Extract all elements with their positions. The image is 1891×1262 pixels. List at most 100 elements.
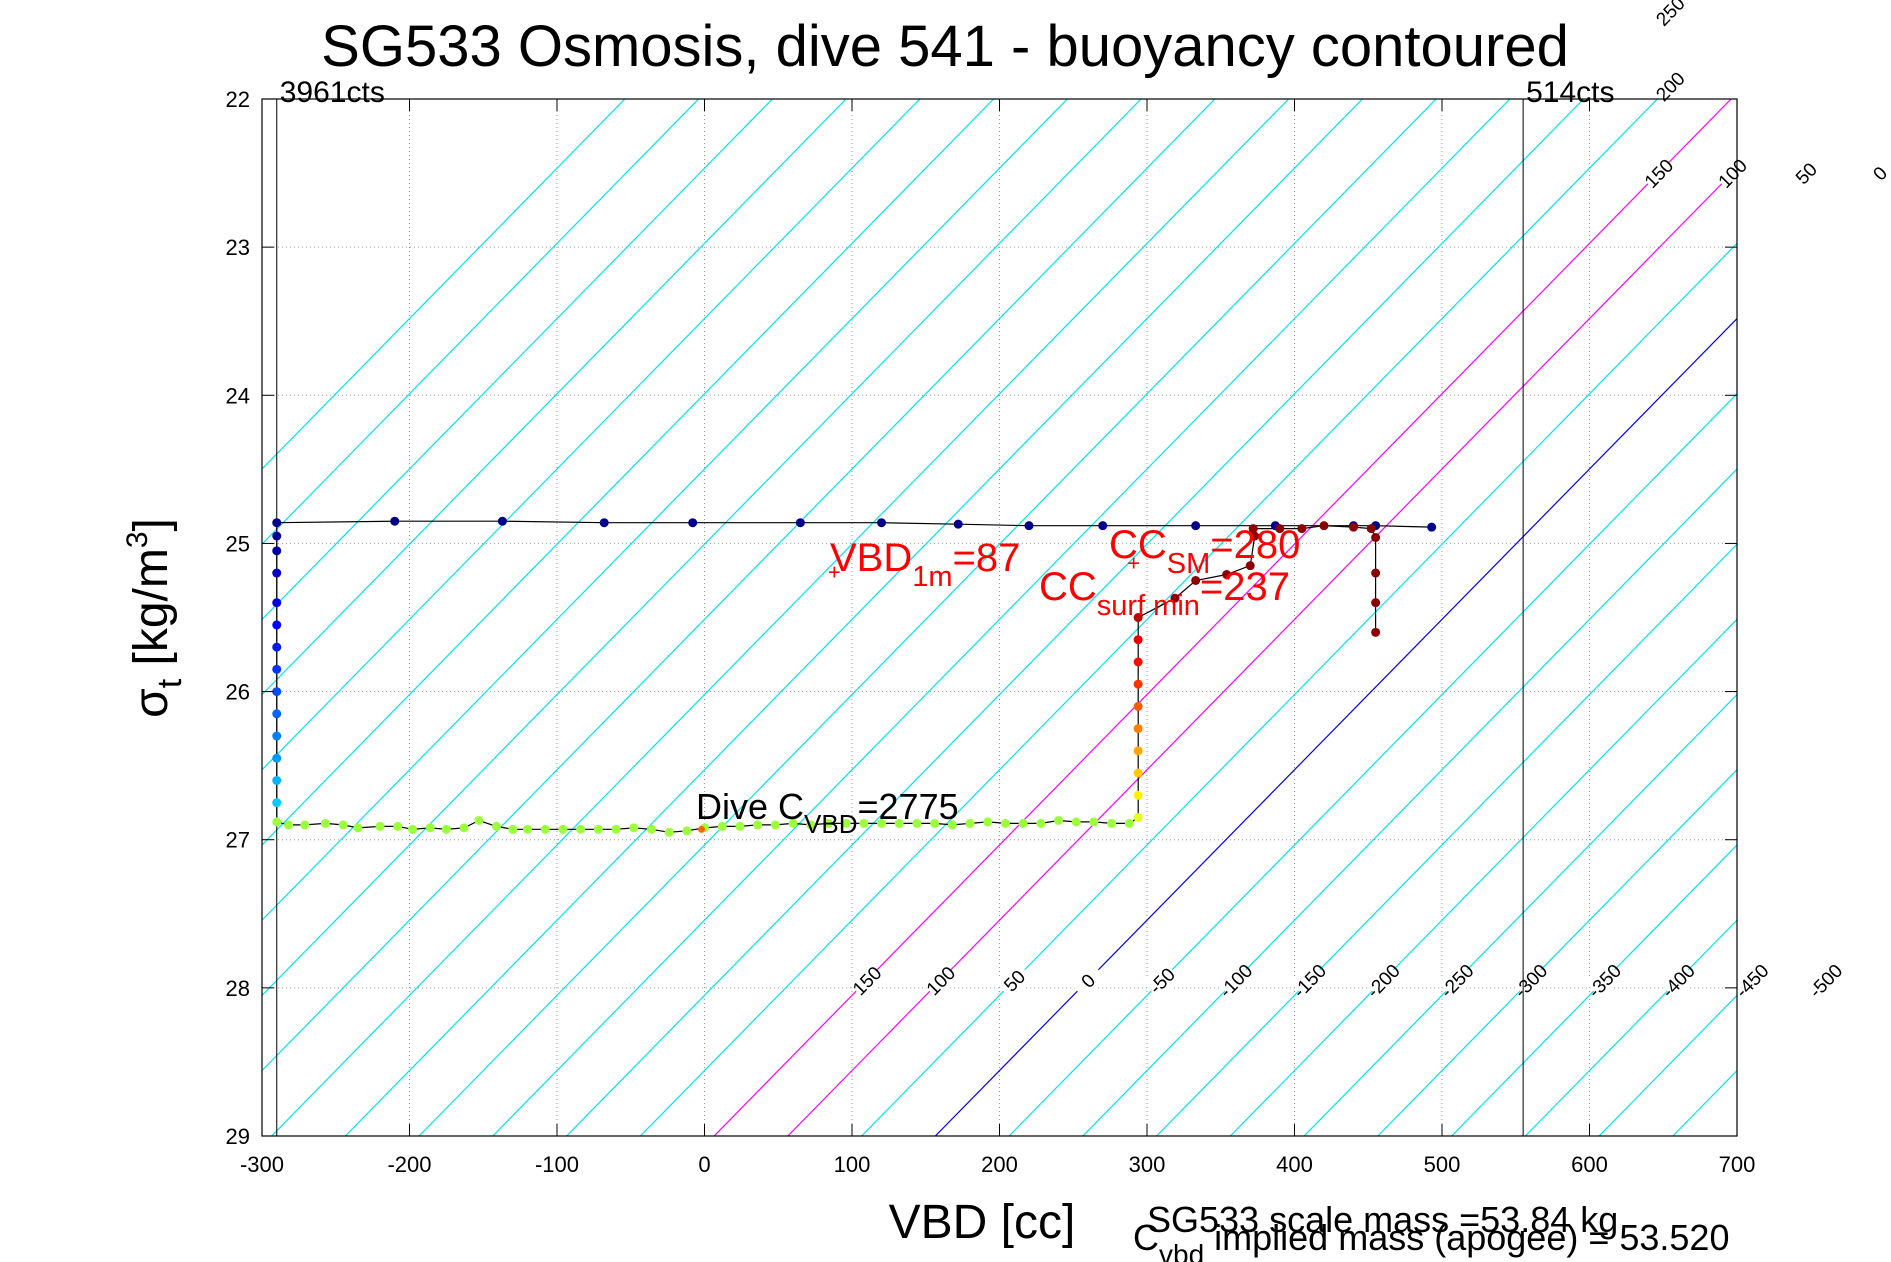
bottom-point [425,823,435,833]
contour-line [1082,468,1737,1136]
y-axis-label-symbol: σ [125,688,178,718]
bottom-point [558,824,568,834]
bottom-point [646,824,656,834]
contour-line [934,317,1737,1136]
bottom-point [338,820,348,830]
svg-text:σt [kg/m3]: σt [kg/m3] [121,518,189,718]
x-tick-label: 400 [1276,1152,1313,1177]
contour-label-lower-bg [1806,961,1845,1000]
bottom-point [1018,818,1028,828]
contour-line [1303,693,1737,1136]
contour-label-lower-bg [1068,961,1107,1000]
contour-label-lower-bg [1142,961,1181,1000]
bottom-point [912,818,922,828]
bottom-point [1036,818,1046,828]
descent-point [272,531,282,541]
contour-line [787,167,1737,1136]
descent-point [599,518,609,528]
bottom-point [593,824,603,834]
contour-line [262,99,1142,997]
bottom-point [806,820,816,830]
climb-point [1133,657,1143,667]
bottom-point [823,818,833,828]
bottom-point [474,815,484,825]
climb-point [1170,593,1180,603]
descent-point [1098,521,1108,531]
contour-label-lower-bg [847,961,886,1000]
footer-scale-mass: SG533 scale mass =53.84 kg [1147,1199,1618,1240]
y-tick-label: 27 [226,828,250,853]
y-axis-label-sup: 3 [121,531,154,548]
climb-point [1245,561,1255,571]
grid-lines [262,99,1737,1136]
y-tick-label: 29 [226,1124,250,1149]
bottom-point [983,817,993,827]
descent-point [497,516,507,526]
descent-point [272,620,282,630]
contour-line [262,99,847,696]
contour-line [1524,919,1737,1136]
bottom-point [576,824,586,834]
climb-point [1133,812,1143,822]
vbd-limit-label: 3961cts [280,76,385,109]
climb-point [1133,679,1143,689]
climb-point [1297,524,1307,534]
descent-point [877,518,886,528]
bottom-point [540,824,550,834]
contour-line [1156,543,1737,1136]
x-tick-label: -100 [535,1152,579,1177]
cc-sm-label-value: =280 [1210,523,1300,567]
descent-point [1427,522,1437,532]
bottom-point [753,820,763,830]
contour-label-upper-bg [1639,153,1678,193]
bottom-point [492,821,502,831]
climb-point [1133,724,1143,734]
climb-point [1133,790,1143,800]
climb-point [1222,570,1232,580]
descent-point [390,516,400,526]
y-tick-label: 24 [226,383,250,408]
descent-point [688,518,698,528]
contour-label-lower-bg [1363,961,1402,1000]
descent-point [953,519,963,529]
contour-label-upper-bg [1786,153,1826,193]
x-tick-label: 0 [698,1152,710,1177]
cc-surf-min-label-value: =237 [1200,565,1290,609]
contour-label-right-bg [1650,66,1690,106]
vbd-limit-lines: 3961cts 514cts [276,76,1615,1136]
climb-point [1371,627,1381,637]
contour-line [418,99,1437,1136]
contour-label-lower: -450 [1732,961,1774,1003]
descent-point [272,709,282,719]
y-tick-label: 25 [226,531,250,556]
contour-line [492,99,1511,1136]
contour-line [1008,392,1737,1136]
contour-label-lower-bg [1585,961,1624,1000]
climb-point [1371,568,1381,578]
footer-implied-sub: vbd [1159,1239,1204,1262]
y-axis-label-sub: t [151,678,189,688]
bottom-point [735,821,745,831]
bottom-point [459,823,469,833]
bottom-point [841,818,851,828]
bottom-point [965,818,975,828]
cc-surf-min-marker: + [1127,551,1140,576]
footer-implied-text: implied mass (apogee) = 53.520 [1204,1217,1729,1258]
bottom-point [1107,818,1117,828]
descent-point [272,568,282,578]
descent-point [272,664,282,674]
bottom-point [930,818,940,828]
bottom-point [407,824,417,834]
contour-line [1229,618,1737,1136]
cc-surf-min-label-main: CC [1039,565,1097,609]
contour-label-lower-bg [1511,961,1550,1000]
contour-line [262,99,700,546]
contour-line [262,99,626,470]
vbd-1m-label-main: VBD [830,536,912,580]
footer-implied-mass: Cvbd implied mass (apogee) = 53.520 [1133,1217,1729,1262]
contour-label-lower-bg [1437,961,1476,1000]
bottom-point [353,823,363,833]
contour-line [262,99,773,621]
contour-line [1451,844,1737,1136]
bottom-point [717,821,727,831]
